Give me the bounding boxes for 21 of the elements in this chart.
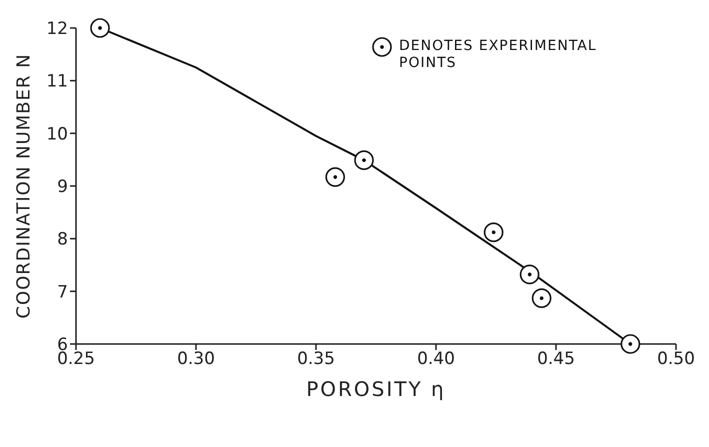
y-tick-label: 7	[57, 282, 68, 302]
y-tick-label: 10	[46, 124, 68, 144]
y-tick-label: 8	[57, 230, 68, 250]
point	[325, 167, 345, 187]
point	[354, 150, 374, 170]
x-tick-label: 0.50	[657, 349, 695, 370]
x-tick-label: 0.45	[537, 349, 575, 370]
point	[484, 222, 504, 242]
point	[532, 288, 552, 308]
x-tick-label: 0.35	[297, 349, 335, 370]
y-axis-title: COORDINATION NUMBER N	[14, 53, 34, 319]
legend-label: DENOTES EXPERIMENTAL POINTS	[399, 37, 598, 72]
x-tick-label: 0.40	[417, 349, 455, 370]
y-tick-label: 11	[46, 72, 68, 92]
point	[90, 18, 110, 38]
point	[620, 334, 640, 354]
x-axis-title: POROSITY η	[306, 377, 446, 401]
y-tick-label: 9	[57, 177, 68, 198]
point	[520, 264, 540, 284]
x-tick-label: 0.30	[177, 349, 215, 370]
y-tick-label: 12	[46, 19, 68, 40]
